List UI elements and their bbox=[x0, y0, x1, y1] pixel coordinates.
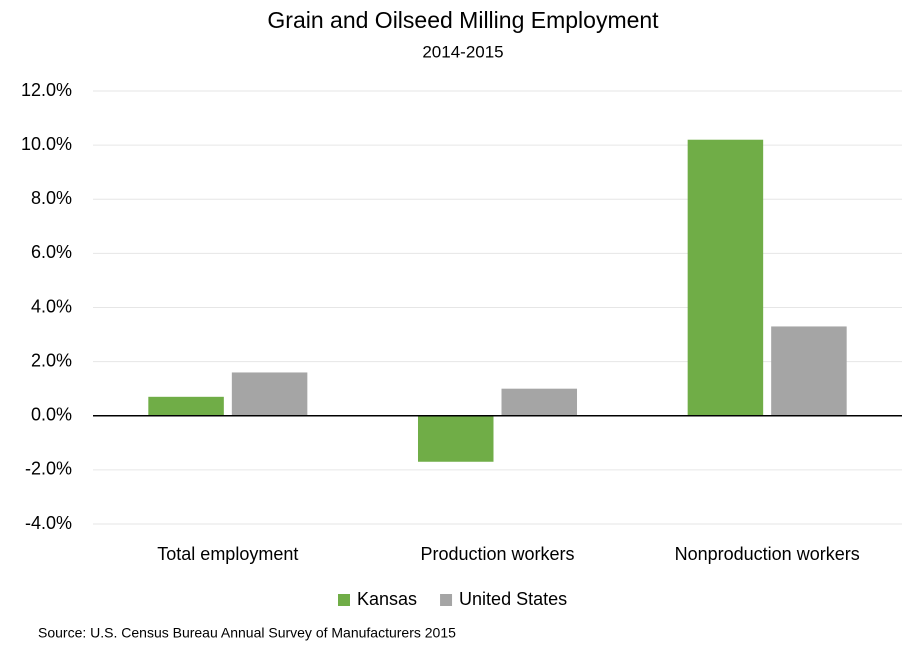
y-tick-label: 8.0% bbox=[31, 188, 72, 208]
source-note: Source: U.S. Census Bureau Annual Survey… bbox=[38, 625, 456, 641]
bar bbox=[501, 388, 578, 416]
bar bbox=[771, 326, 847, 416]
y-tick-label: 12.0% bbox=[21, 80, 72, 100]
bar bbox=[231, 372, 308, 416]
legend-label: Kansas bbox=[357, 589, 417, 609]
y-tick-label: -4.0% bbox=[25, 513, 72, 533]
legend-swatch bbox=[338, 594, 350, 606]
bar bbox=[687, 139, 764, 416]
y-tick-label: 10.0% bbox=[21, 134, 72, 154]
x-tick-label: Production workers bbox=[420, 544, 574, 564]
x-tick-label: Nonproduction workers bbox=[675, 544, 860, 564]
y-tick-label: -2.0% bbox=[25, 459, 72, 479]
bar bbox=[417, 415, 494, 462]
y-tick-label: 2.0% bbox=[31, 350, 72, 370]
chart-title: Grain and Oilseed Milling Employment bbox=[267, 7, 659, 33]
chart-subtitle: 2014-2015 bbox=[422, 42, 503, 61]
y-tick-label: 4.0% bbox=[31, 296, 72, 316]
y-tick-label: 0.0% bbox=[31, 405, 72, 425]
legend-label: United States bbox=[459, 589, 567, 609]
y-tick-label: 6.0% bbox=[31, 242, 72, 262]
bar bbox=[148, 396, 224, 416]
x-tick-label: Total employment bbox=[157, 544, 298, 564]
legend-swatch bbox=[440, 594, 453, 606]
